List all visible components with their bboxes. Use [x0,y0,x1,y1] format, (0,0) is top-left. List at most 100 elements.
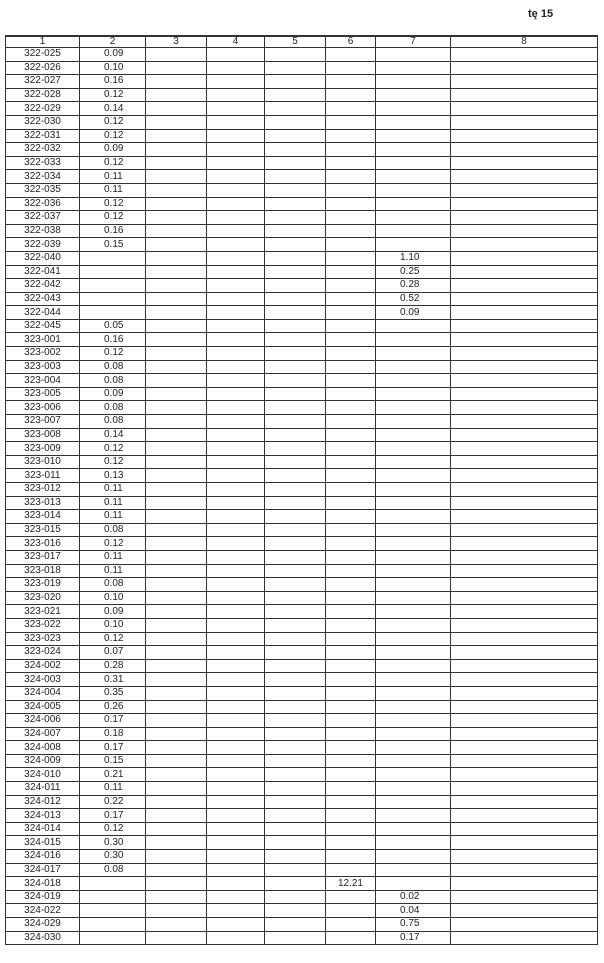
table-cell-col5 [264,685,326,701]
table-row: 324-015 0.30 [5,835,598,851]
table-cell-col3 [145,468,207,483]
table-cell-col6 [325,169,376,184]
table-cell-col3 [145,291,207,307]
table-row: 322-041 0.25 [5,264,598,280]
table-cell-col8 [450,250,598,266]
table-cell-col2 [79,264,146,280]
table-cell-col2: 0.08 [79,862,146,878]
table-cell-col8 [450,182,598,198]
table-cell-col5 [264,672,326,687]
table-cell-col2: 0.15 [79,237,146,252]
table-cell-col5 [264,468,326,483]
table-cell-col1: 322-033 [5,155,80,171]
table-cell-col2 [79,889,146,905]
table-cell-col8 [450,414,598,429]
table-cell-col2: 0.13 [79,468,146,483]
table-cell-col8 [450,400,598,416]
table-cell-col4 [206,386,265,402]
table-cell-col4 [206,849,265,864]
table-row: 322-037 0.12 [5,210,598,225]
table-cell-col8 [450,142,598,157]
table-cell-col7 [375,237,451,252]
table-cell-col8 [450,291,598,307]
table-cell-col5 [264,808,326,823]
table-cell-col4 [206,278,265,293]
table-cell-col5 [264,101,326,116]
table-cell-col6 [325,767,376,783]
table-cell-col5 [264,250,326,266]
table-cell-col7 [375,155,451,171]
table-cell-col7 [375,753,451,769]
table-cell-col5 [264,604,326,619]
table-cell-col5 [264,60,326,76]
table-cell-col5 [264,876,326,891]
table-cell-col4 [206,318,265,334]
table-cell-col1: 324-017 [5,862,80,878]
table-cell-col3 [145,509,207,524]
table-cell-col3 [145,223,207,239]
table-cell-col7 [375,536,451,551]
table-cell-col8 [450,114,598,130]
table-cell-col7 [375,400,451,416]
table-cell-col2: 0.07 [79,645,146,660]
table-cell-col3 [145,332,207,348]
table-cell-col4 [206,291,265,307]
table-cell-col4 [206,617,265,633]
table-cell-col1: 323-008 [5,427,80,443]
table-cell-col6 [325,305,376,320]
table-cell-col8 [450,373,598,388]
table-row: 324-009 0.15 [5,753,598,769]
table-cell-col7: 0.28 [375,278,451,293]
table-cell-col7 [375,169,451,184]
table-cell-col4 [206,454,265,470]
table-cell-col8 [450,427,598,443]
table-row: 324-019 0.02 [5,889,598,905]
table-cell-col5 [264,278,326,293]
table-cell-col1: 323-010 [5,454,80,470]
table-cell-col2 [79,903,146,918]
table-cell-col4 [206,726,265,742]
table-cell-col3 [145,631,207,647]
table-cell-col2: 0.10 [79,590,146,606]
table-cell-col2: 0.31 [79,672,146,687]
table-cell-col7: 0.02 [375,889,451,905]
table-cell-col2 [79,305,146,320]
table-cell-col5 [264,318,326,334]
table-row: 324-016 0.30 [5,849,598,864]
table-cell-col2: 0.08 [79,373,146,388]
table-cell-col4 [206,563,265,579]
table-cell-col3 [145,373,207,388]
table-row: 323-021 0.09 [5,604,598,619]
table-cell-col2: 0.11 [79,563,146,579]
table-cell-col1: 324-016 [5,849,80,864]
table-cell-col8 [450,645,598,660]
table-cell-col8 [450,631,598,647]
table-cell-col8 [450,658,598,674]
table-cell-col4 [206,577,265,592]
table-cell-col3 [145,74,207,89]
table-cell-col6 [325,590,376,606]
table-cell-col7 [375,101,451,116]
table-cell-col3 [145,849,207,864]
table-cell-col6 [325,101,376,116]
table-cell-col8 [450,155,598,171]
table-cell-col3 [145,155,207,171]
table-row: 323-018 0.11 [5,563,598,579]
table-cell-col5 [264,740,326,755]
table-cell-col8 [450,577,598,592]
table-cell-col2: 0.12 [79,114,146,130]
table-cell-col6 [325,441,376,456]
table-row: 323-015 0.08 [5,522,598,538]
table-cell-col2: 0.10 [79,617,146,633]
table-cell-col7 [375,685,451,701]
table-cell-col2: 0.15 [79,753,146,769]
table-cell-col4 [206,87,265,103]
table-row: 324-029 0.75 [5,917,598,932]
table-cell-col8 [450,441,598,456]
table-cell-col5 [264,509,326,524]
table-row: 322-031 0.12 [5,128,598,144]
table-cell-col5 [264,862,326,878]
table-cell-col8 [450,563,598,579]
table-cell-col1: 324-029 [5,917,80,932]
table-cell-col3 [145,427,207,443]
